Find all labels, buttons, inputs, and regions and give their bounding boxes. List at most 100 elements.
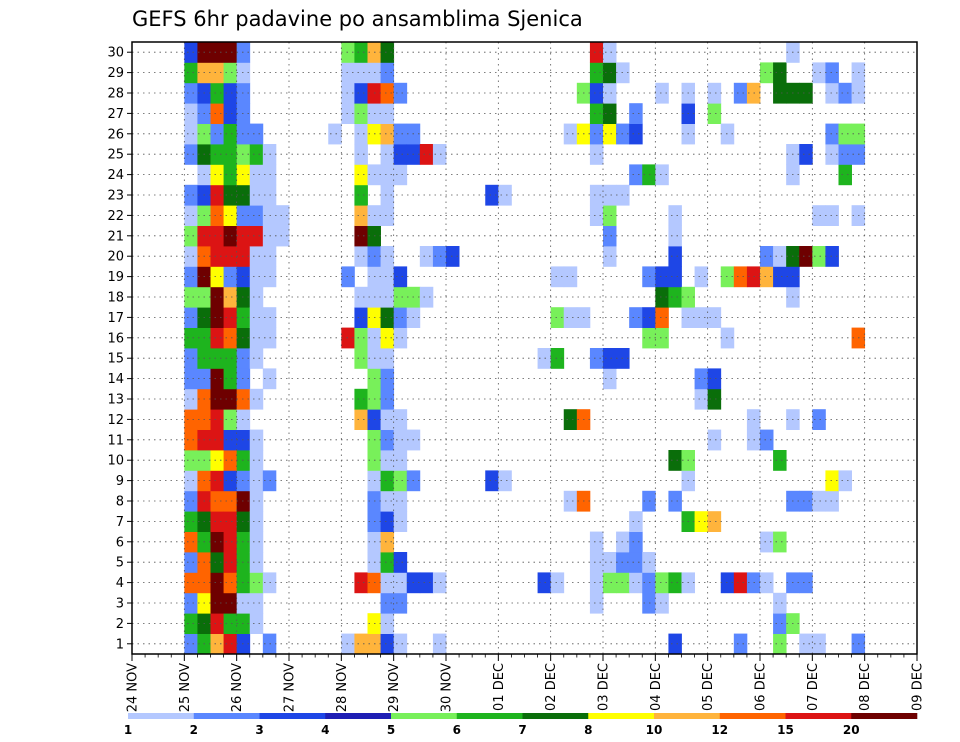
colorbar-segment xyxy=(128,713,195,719)
heatmap-cell xyxy=(707,82,722,104)
heatmap-cell xyxy=(655,286,669,308)
heatmap-cell xyxy=(380,348,395,369)
heatmap-cell xyxy=(432,572,447,594)
heatmap-cell xyxy=(550,348,565,369)
heatmap-cell xyxy=(432,633,447,655)
heatmap-cell xyxy=(184,552,198,573)
heatmap-cell xyxy=(249,613,264,634)
heatmap-cell xyxy=(210,327,224,349)
heatmap-cell xyxy=(354,164,368,186)
heatmap-cell xyxy=(380,307,395,328)
x-tick-label: 26 NOV xyxy=(230,663,245,712)
heatmap-cell xyxy=(589,42,604,63)
heatmap-cell xyxy=(589,103,604,124)
heatmap-cell xyxy=(733,266,748,288)
heatmap-cell xyxy=(563,266,578,288)
heatmap-cell xyxy=(380,266,395,288)
heatmap-cell xyxy=(210,184,224,206)
heatmap-cell xyxy=(393,490,408,512)
heatmap-cell xyxy=(223,429,238,451)
heatmap-cell xyxy=(223,592,238,614)
colorbar-segment xyxy=(325,713,392,719)
colorbar-segment xyxy=(588,713,655,719)
y-tick-label: 9 xyxy=(116,474,124,489)
heatmap-cell xyxy=(210,429,224,451)
heatmap-cell xyxy=(760,62,774,84)
heatmap-cell xyxy=(642,592,656,614)
heatmap-cell xyxy=(380,42,395,63)
heatmap-cell xyxy=(563,123,578,145)
heatmap-cell xyxy=(210,266,224,288)
chart-title: GEFS 6hr padavine po ansamblima Sjenica xyxy=(132,7,583,31)
heatmap-cell xyxy=(838,123,852,145)
heatmap-cell xyxy=(707,307,722,328)
heatmap-cell xyxy=(589,144,604,165)
x-tick-label: 24 NOV xyxy=(126,663,141,712)
heatmap-cell xyxy=(773,531,787,553)
heatmap-cell xyxy=(184,409,198,430)
heatmap-cell xyxy=(603,62,617,84)
heatmap-cell xyxy=(223,286,238,308)
heatmap-cell xyxy=(773,592,787,614)
heatmap-cell xyxy=(799,82,813,104)
heatmap-cell xyxy=(642,552,656,573)
heatmap-cell xyxy=(550,572,565,594)
heatmap-cell xyxy=(773,266,787,288)
heatmap-cell xyxy=(380,633,395,655)
heatmap-cell xyxy=(380,511,395,532)
heatmap-cell xyxy=(589,572,604,594)
colorbar-label: 1 xyxy=(124,723,132,737)
colorbar-segment xyxy=(259,713,326,719)
heatmap-cell xyxy=(380,592,395,614)
heatmap-cell xyxy=(773,450,787,471)
heatmap-cell xyxy=(537,572,552,594)
heatmap-cell xyxy=(249,388,264,410)
heatmap-cell xyxy=(184,613,198,634)
y-tick-label: 20 xyxy=(107,250,124,265)
heatmap-cell xyxy=(589,82,604,104)
heatmap-cell xyxy=(589,531,604,553)
y-tick-label: 1 xyxy=(116,637,124,652)
heatmap-cell xyxy=(210,42,224,63)
heatmap-cell xyxy=(655,266,669,288)
heatmap-cell xyxy=(184,286,198,308)
heatmap-cell xyxy=(838,470,852,492)
heatmap-cell xyxy=(642,164,656,186)
colorbar-label: 5 xyxy=(387,723,395,737)
heatmap-cell xyxy=(210,82,224,104)
colorbar-segment xyxy=(193,713,260,719)
heatmap-cell xyxy=(354,225,368,247)
heatmap-cell xyxy=(249,286,264,308)
heatmap-cell xyxy=(210,490,224,512)
heatmap-cell xyxy=(249,490,264,512)
heatmap-cell xyxy=(393,286,408,308)
heatmap-cell xyxy=(184,205,198,226)
heatmap-cell xyxy=(733,82,748,104)
x-tick-label: 07 DEC xyxy=(806,663,821,711)
heatmap-cell xyxy=(354,42,368,63)
heatmap-cell xyxy=(380,164,395,186)
heatmap-cell xyxy=(668,266,682,288)
heatmap-cell xyxy=(210,164,224,186)
heatmap-cell xyxy=(210,307,224,328)
heatmap-cell xyxy=(812,490,826,512)
x-tick-label: 25 NOV xyxy=(178,663,193,712)
heatmap-cell xyxy=(733,633,748,655)
heatmap-cell xyxy=(380,388,395,410)
y-tick-label: 19 xyxy=(107,270,124,285)
heatmap-cell xyxy=(603,205,617,226)
heatmap-cell xyxy=(668,450,682,471)
y-tick-label: 4 xyxy=(116,576,124,591)
heatmap-cell xyxy=(603,368,617,390)
heatmap-cell xyxy=(825,82,839,104)
heatmap-cell xyxy=(328,123,342,145)
heatmap-cell xyxy=(694,307,709,328)
heatmap-cell xyxy=(249,205,264,226)
heatmap-cell xyxy=(773,246,787,267)
heatmap-cell xyxy=(550,266,565,288)
heatmap-cell xyxy=(498,470,512,492)
heatmap-cell xyxy=(773,633,787,655)
colorbar-segment xyxy=(391,713,458,719)
heatmap-cell xyxy=(184,246,198,267)
heatmap-cell xyxy=(537,348,552,369)
